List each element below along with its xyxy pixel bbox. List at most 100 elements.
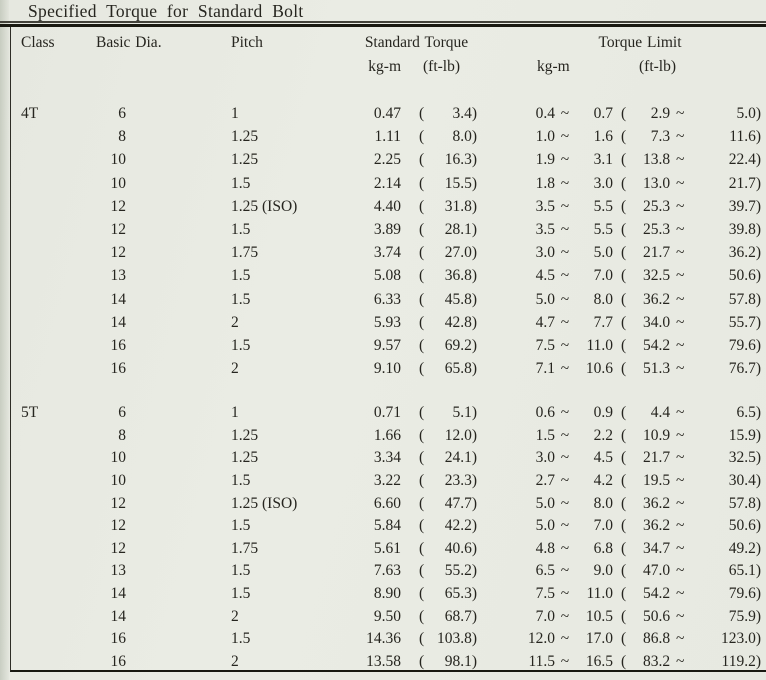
cell-torque-limit-ftlb: (51.3 ~76.7) xyxy=(621,357,761,380)
table-row: 8 1.25 1.11(8.0) 1.0 ~1.6(7.3 ~11.6) xyxy=(21,125,766,148)
cell-basic-dia: 8 xyxy=(118,128,126,146)
tilde-separator: ~ xyxy=(560,494,570,512)
table-header-row: Class Basic Dia. Pitch Standard Torque T… xyxy=(21,33,766,52)
paren-open: ( xyxy=(419,336,425,354)
cell-basic-dia: 10 xyxy=(110,151,127,169)
standard-ftlb-value: 23.3 xyxy=(444,472,472,490)
table-row: 12 1.5 3.89(28.1) 3.5 ~5.5(25.3 ~39.8) xyxy=(21,218,766,241)
tilde-separator: ~ xyxy=(560,652,570,670)
limit-ftlb-high: 50.6 xyxy=(728,517,756,535)
cell-basic-dia: 16 xyxy=(110,652,127,670)
paren-close: ) xyxy=(755,313,761,331)
cell-pitch: 1 xyxy=(231,105,239,122)
cell-torque-limit-ftlb: (4.4 ~6.5) xyxy=(621,402,761,425)
cell-pitch: 1.5 xyxy=(231,562,251,580)
cell-torque-limit-ftlb: (86.8 ~123.0) xyxy=(621,628,761,651)
table-row: 12 1.5 5.84(42.2) 5.0 ~7.0(36.2 ~50.6) xyxy=(21,515,766,538)
limit-ftlb-low: 25.3 xyxy=(643,220,671,238)
cell-torque-limit-ftlb: (34.7 ~49.2) xyxy=(621,538,761,561)
limit-ftlb-low: 19.5 xyxy=(643,472,671,490)
standard-ftlb-value: 42.8 xyxy=(444,313,472,331)
cell-torque-limit-kgm: 1.8 ~3.0 xyxy=(519,172,613,195)
limit-kgm-high: 4.2 xyxy=(593,472,613,490)
section-5t: 5T 6 1 0.71(5.1) 0.6 ~0.9(4.4 ~6.5) 8 1.25 1.66(1… xyxy=(21,402,766,673)
cell-basic-dia: 12 xyxy=(110,494,127,512)
paren-open: ( xyxy=(419,607,425,625)
paren-close: ) xyxy=(471,585,477,602)
limit-ftlb-low: 2.9 xyxy=(650,105,671,122)
cell-standard-torque-ftlb: (55.2) xyxy=(419,560,477,583)
paren-close: ) xyxy=(755,517,761,535)
cell-torque-limit-kgm: 4.8 ~6.8 xyxy=(519,538,613,561)
cell-torque-limit-kgm: 3.5 ~5.5 xyxy=(519,218,613,241)
paren-close: ) xyxy=(755,607,761,625)
cell-torque-limit-ftlb: (10.9 ~15.9) xyxy=(621,425,761,448)
paren-close: ) xyxy=(471,449,477,467)
cell-torque-limit-ftlb: (21.7 ~36.2) xyxy=(621,241,761,264)
cell-torque-limit-ftlb: (50.6 ~75.9) xyxy=(621,606,761,629)
tilde-separator: ~ xyxy=(560,607,570,625)
paren-open: ( xyxy=(419,404,425,422)
table-row: 14 1.5 6.33(45.8) 5.0 ~8.0(36.2 ~57.8) xyxy=(21,288,766,311)
cell-class-label xyxy=(21,493,96,516)
paren-close: ) xyxy=(471,360,477,378)
cell-basic-dia: 8 xyxy=(118,426,126,444)
limit-kgm-low: 7.0 xyxy=(535,607,555,625)
cell-standard-torque-kgm: 8.90 xyxy=(373,585,401,602)
table-row: 10 1.5 2.14(15.5) 1.8 ~3.0(13.0 ~21.7) xyxy=(21,172,766,195)
cell-standard-torque-kgm: 6.60 xyxy=(373,494,401,512)
paren-close: ) xyxy=(755,562,761,580)
standard-ftlb-value: 12.0 xyxy=(444,426,472,444)
tilde-separator: ~ xyxy=(560,630,570,648)
cell-standard-torque-kgm: 5.61 xyxy=(373,539,401,557)
tilde-separator: ~ xyxy=(560,128,570,146)
cell-standard-torque-kgm: 14.36 xyxy=(366,630,401,648)
limit-kgm-high: 3.0 xyxy=(593,174,613,192)
tilde-separator: ~ xyxy=(675,539,685,557)
table-row: 16 1.5 14.36(103.8) 12.0 ~17.0(86.8 ~123.0) xyxy=(21,628,766,651)
cell-class-label xyxy=(21,583,96,606)
cell-basic-dia: 12 xyxy=(110,197,127,215)
cell-torque-limit-kgm: 7.5 ~11.0 xyxy=(519,583,613,606)
cell-standard-torque-ftlb: (16.3) xyxy=(419,148,477,171)
standard-ftlb-value: 24.1 xyxy=(444,449,472,467)
tilde-separator: ~ xyxy=(675,267,685,285)
table-row: 10 1.25 3.34(24.1) 3.0 ~4.5(21.7 ~32.5) xyxy=(21,447,766,470)
limit-ftlb-high: 57.8 xyxy=(728,494,756,512)
tilde-separator: ~ xyxy=(675,494,685,512)
paren-open: ( xyxy=(621,174,627,192)
cell-basic-dia: 14 xyxy=(110,313,127,331)
limit-ftlb-high: 123.0 xyxy=(720,630,756,648)
scan-edge-shadow xyxy=(0,0,9,680)
tilde-separator: ~ xyxy=(560,539,570,557)
standard-ftlb-value: 65.3 xyxy=(444,585,472,602)
limit-kgm-low: 7.1 xyxy=(535,360,555,378)
cell-torque-limit-kgm: 3.0 ~4.5 xyxy=(519,447,613,470)
limit-ftlb-high: 15.9 xyxy=(728,426,756,444)
cell-standard-torque-ftlb: (28.1) xyxy=(419,218,477,241)
cell-pitch: 1.5 xyxy=(231,630,251,648)
limit-kgm-low: 4.8 xyxy=(535,539,555,557)
cell-basic-dia: 12 xyxy=(110,539,127,557)
cell-pitch: 1.25 xyxy=(231,449,259,467)
cell-standard-torque-ftlb: (8.0) xyxy=(419,125,477,148)
cell-basic-dia: 16 xyxy=(110,630,127,648)
section-4t: 4T 6 1 0.47(3.4) 0.4 ~0.7(2.9 ~5.0) 8 1.25 1.11(8… xyxy=(21,102,766,380)
limit-kgm-high: 16.5 xyxy=(585,652,613,670)
limit-ftlb-low: 34.0 xyxy=(643,313,671,331)
standard-ftlb-value: 8.0 xyxy=(452,128,472,146)
tilde-separator: ~ xyxy=(675,426,685,444)
cell-torque-limit-ftlb: (83.2 ~119.2) xyxy=(621,651,761,674)
paren-close: ) xyxy=(755,290,761,308)
limit-kgm-low: 5.0 xyxy=(535,494,555,512)
limit-ftlb-high: 21.7 xyxy=(728,174,756,192)
limit-ftlb-low: 51.3 xyxy=(643,360,671,378)
paren-close: ) xyxy=(755,105,761,122)
cell-standard-torque-kgm: 4.40 xyxy=(373,197,401,215)
cell-torque-limit-kgm: 7.1 ~10.6 xyxy=(519,357,613,380)
limit-ftlb-low: 86.8 xyxy=(643,630,671,648)
paren-open: ( xyxy=(621,607,627,625)
cell-pitch: 2 xyxy=(231,607,239,625)
paren-open: ( xyxy=(621,336,627,354)
paren-close: ) xyxy=(755,472,761,490)
